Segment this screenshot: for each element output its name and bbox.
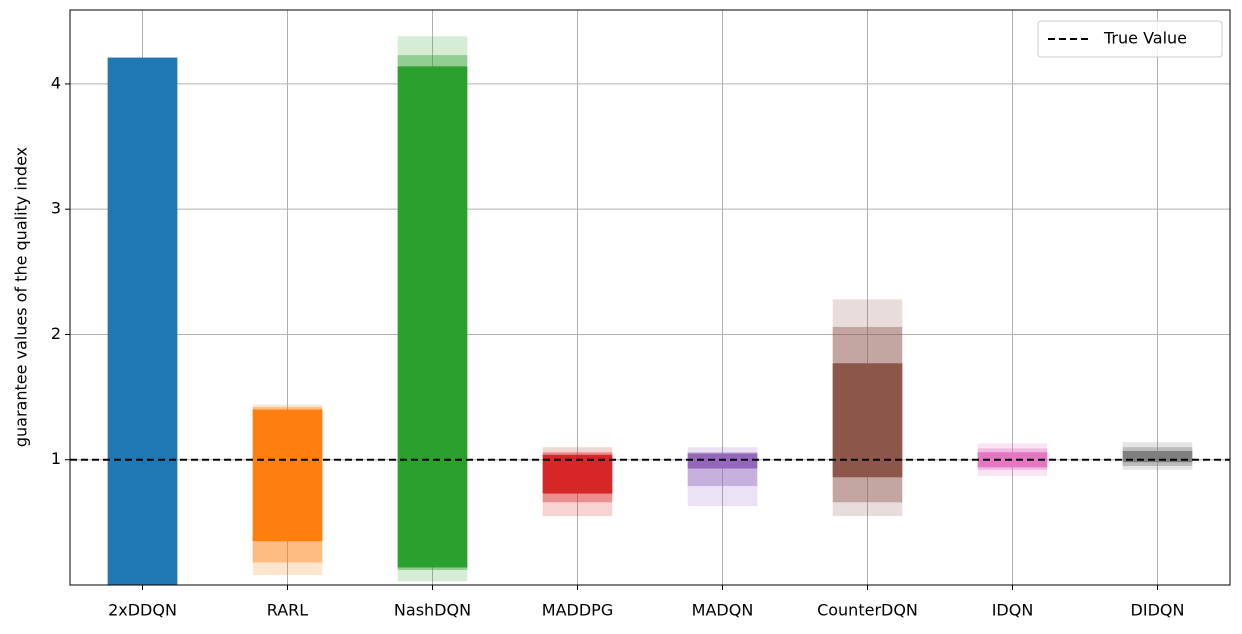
range-bar <box>542 454 613 494</box>
plot-frame <box>69 9 1231 586</box>
y-tick-label: 3 <box>51 199 61 218</box>
x-tick-label: CounterDQN <box>817 601 918 620</box>
x-tick-label: IDQN <box>992 601 1034 620</box>
y-tick-label: 4 <box>51 73 61 92</box>
x-tick-label: 2xDDQN <box>108 601 177 620</box>
range-bar <box>832 363 903 478</box>
x-tick-label: RARL <box>267 601 309 620</box>
y-axis-label: guarantee values of the quality index <box>12 147 31 447</box>
range-bar <box>252 409 323 542</box>
x-tick-label: DIDQN <box>1131 601 1185 620</box>
y-tick-label: 1 <box>51 449 61 468</box>
range-bar <box>687 453 758 469</box>
legend-label: True Value <box>1103 29 1187 48</box>
range-bar <box>107 57 178 585</box>
x-tick-label: MADQN <box>692 601 754 620</box>
range-bar <box>397 66 468 568</box>
legend-box <box>1037 20 1223 58</box>
x-tick-label: NashDQN <box>394 601 471 620</box>
range-bar <box>977 452 1048 468</box>
y-tick-label: 2 <box>51 324 61 343</box>
range-bar <box>1122 450 1193 463</box>
x-tick-label: MADDPG <box>542 601 613 620</box>
